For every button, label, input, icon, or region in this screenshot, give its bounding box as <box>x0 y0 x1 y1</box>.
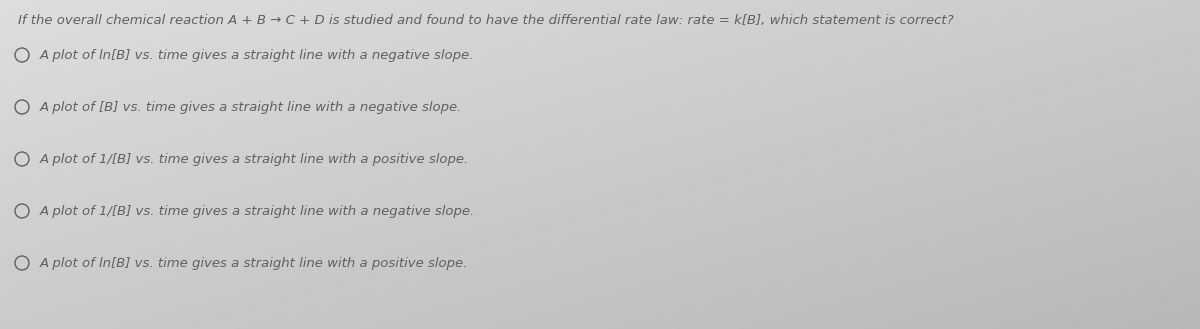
Text: A plot of [B] vs. time gives a straight line with a negative slope.: A plot of [B] vs. time gives a straight … <box>40 100 462 114</box>
Text: If the overall chemical reaction A + B → C + D is studied and found to have the : If the overall chemical reaction A + B →… <box>18 14 954 27</box>
Text: A plot of 1/[B] vs. time gives a straight line with a negative slope.: A plot of 1/[B] vs. time gives a straigh… <box>40 205 475 217</box>
Text: A plot of 1/[B] vs. time gives a straight line with a positive slope.: A plot of 1/[B] vs. time gives a straigh… <box>40 153 469 165</box>
Text: A plot of ln[B] vs. time gives a straight line with a negative slope.: A plot of ln[B] vs. time gives a straigh… <box>40 48 474 62</box>
Text: A plot of ln[B] vs. time gives a straight line with a positive slope.: A plot of ln[B] vs. time gives a straigh… <box>40 257 468 269</box>
